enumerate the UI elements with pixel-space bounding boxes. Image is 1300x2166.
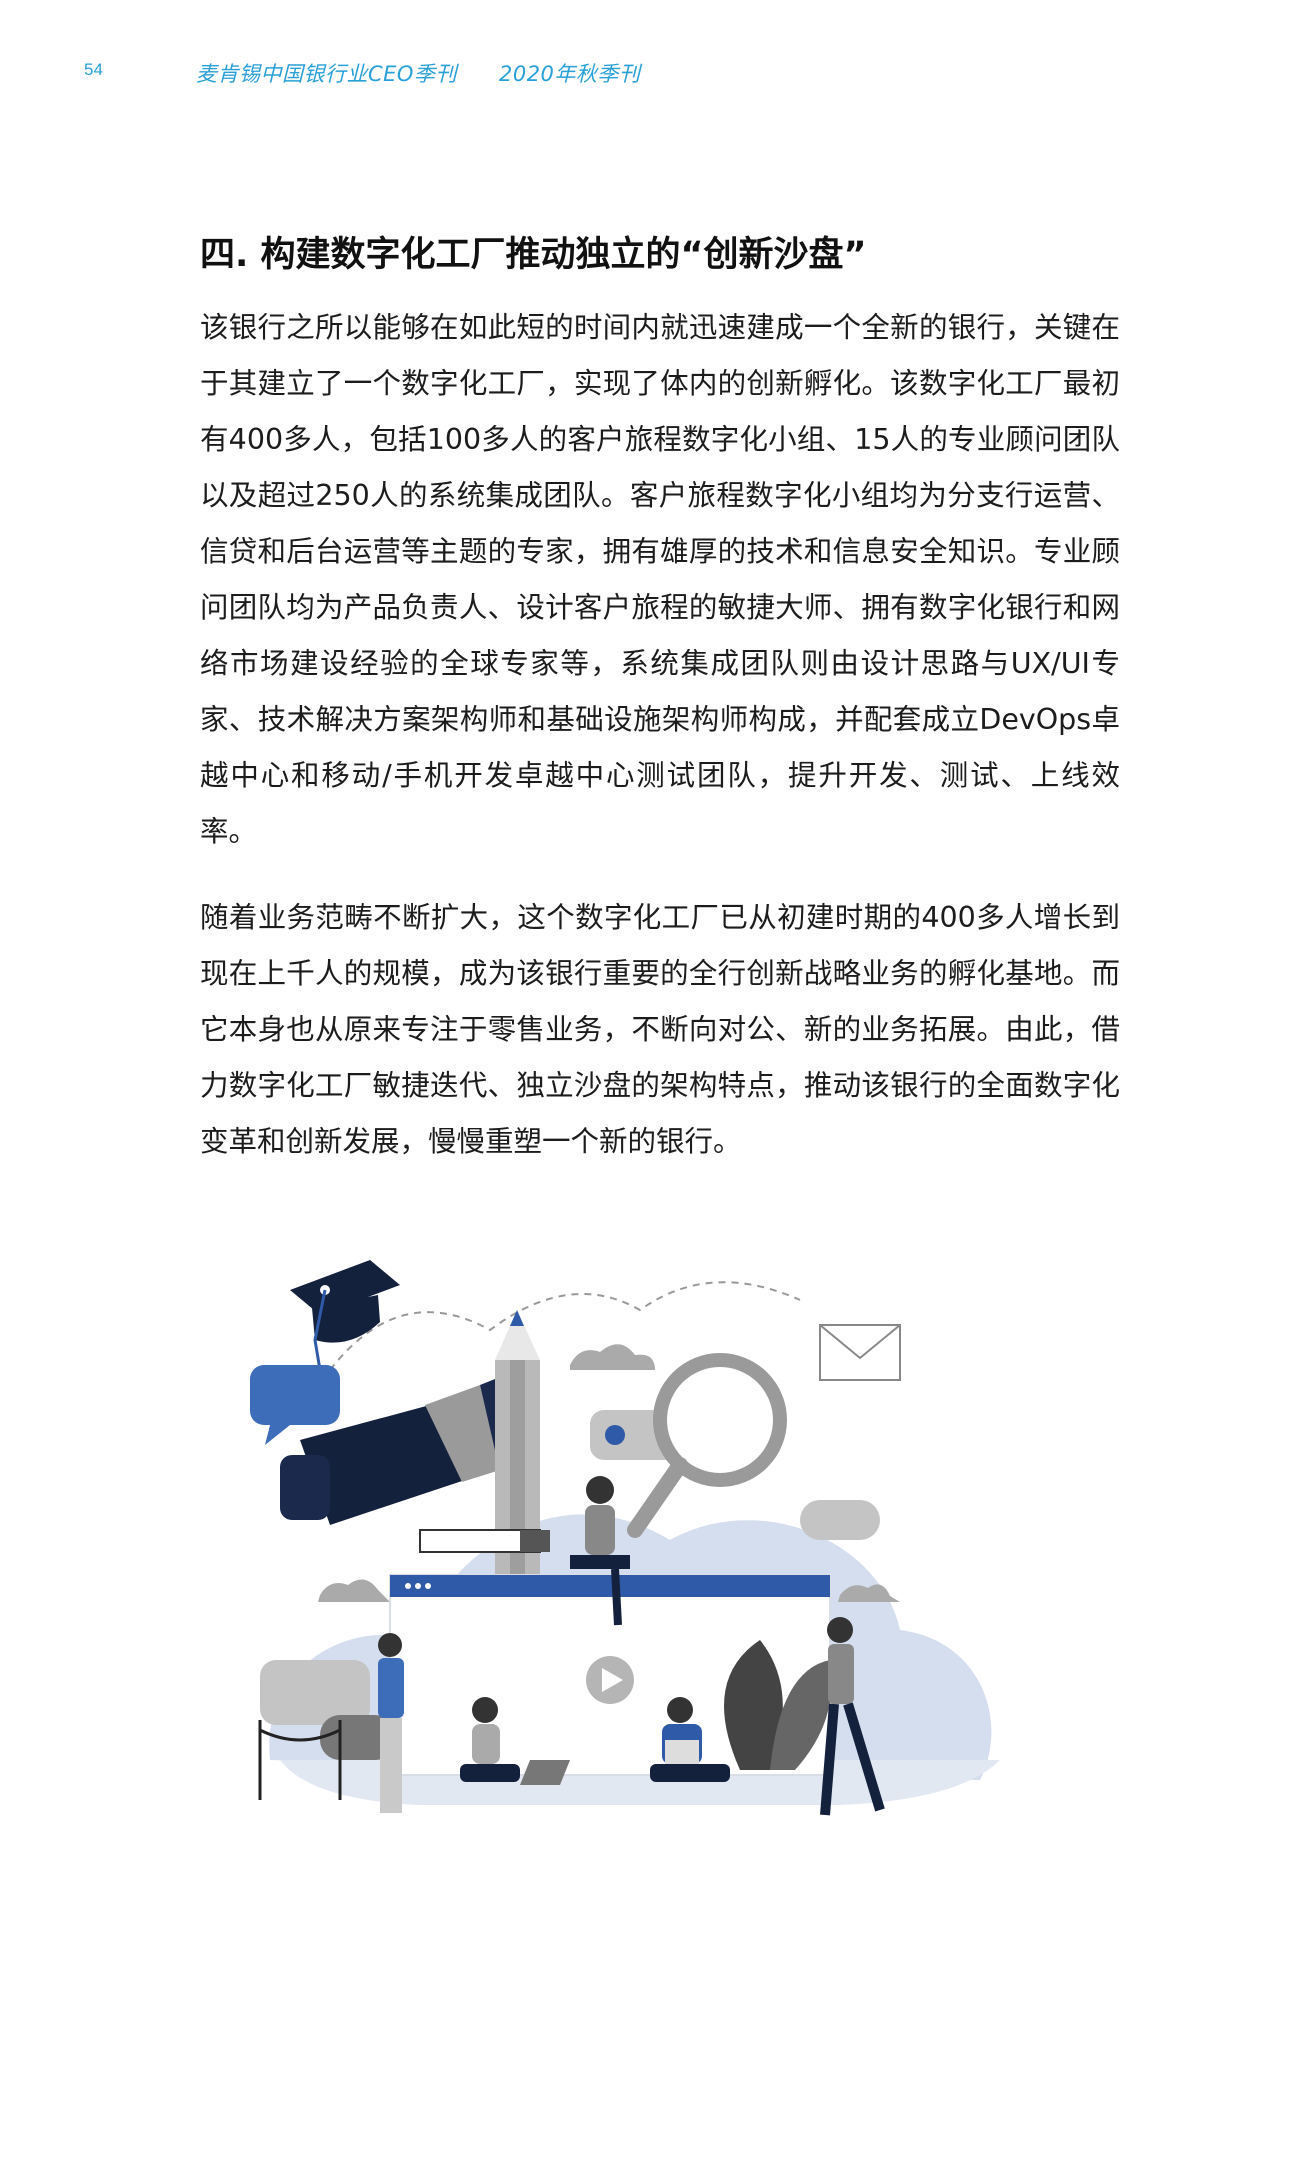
digital-factory-illustration bbox=[240, 1240, 1040, 1880]
publication-title: 麦肯锡中国银行业CEO季刊 bbox=[196, 62, 457, 86]
page-number: 54 bbox=[84, 60, 103, 80]
section-title: 四. 构建数字化工厂推动独立的“创新沙盘” bbox=[200, 232, 1120, 278]
person-standing-left bbox=[378, 1633, 404, 1813]
body-paragraph-1: 该银行之所以能够在如此短的时间内就迅速建成一个全新的银行，关键在于其建立了一个数… bbox=[200, 300, 1120, 860]
running-header: 麦肯锡中国银行业CEO季刊 2020年秋季刊 bbox=[196, 58, 640, 88]
cloud-icon bbox=[570, 1344, 655, 1370]
envelope-icon bbox=[820, 1325, 900, 1380]
speech-bubble-blue bbox=[250, 1365, 340, 1425]
body-paragraph-2: 随着业务范畴不断扩大，这个数字化工厂已从初建时期的400多人增长到现在上千人的规… bbox=[200, 890, 1120, 1170]
cloud-bubble bbox=[800, 1500, 880, 1540]
issue-label: 2020年秋季刊 bbox=[499, 62, 640, 86]
search-bar bbox=[420, 1530, 550, 1552]
cloud-icon bbox=[318, 1580, 390, 1602]
